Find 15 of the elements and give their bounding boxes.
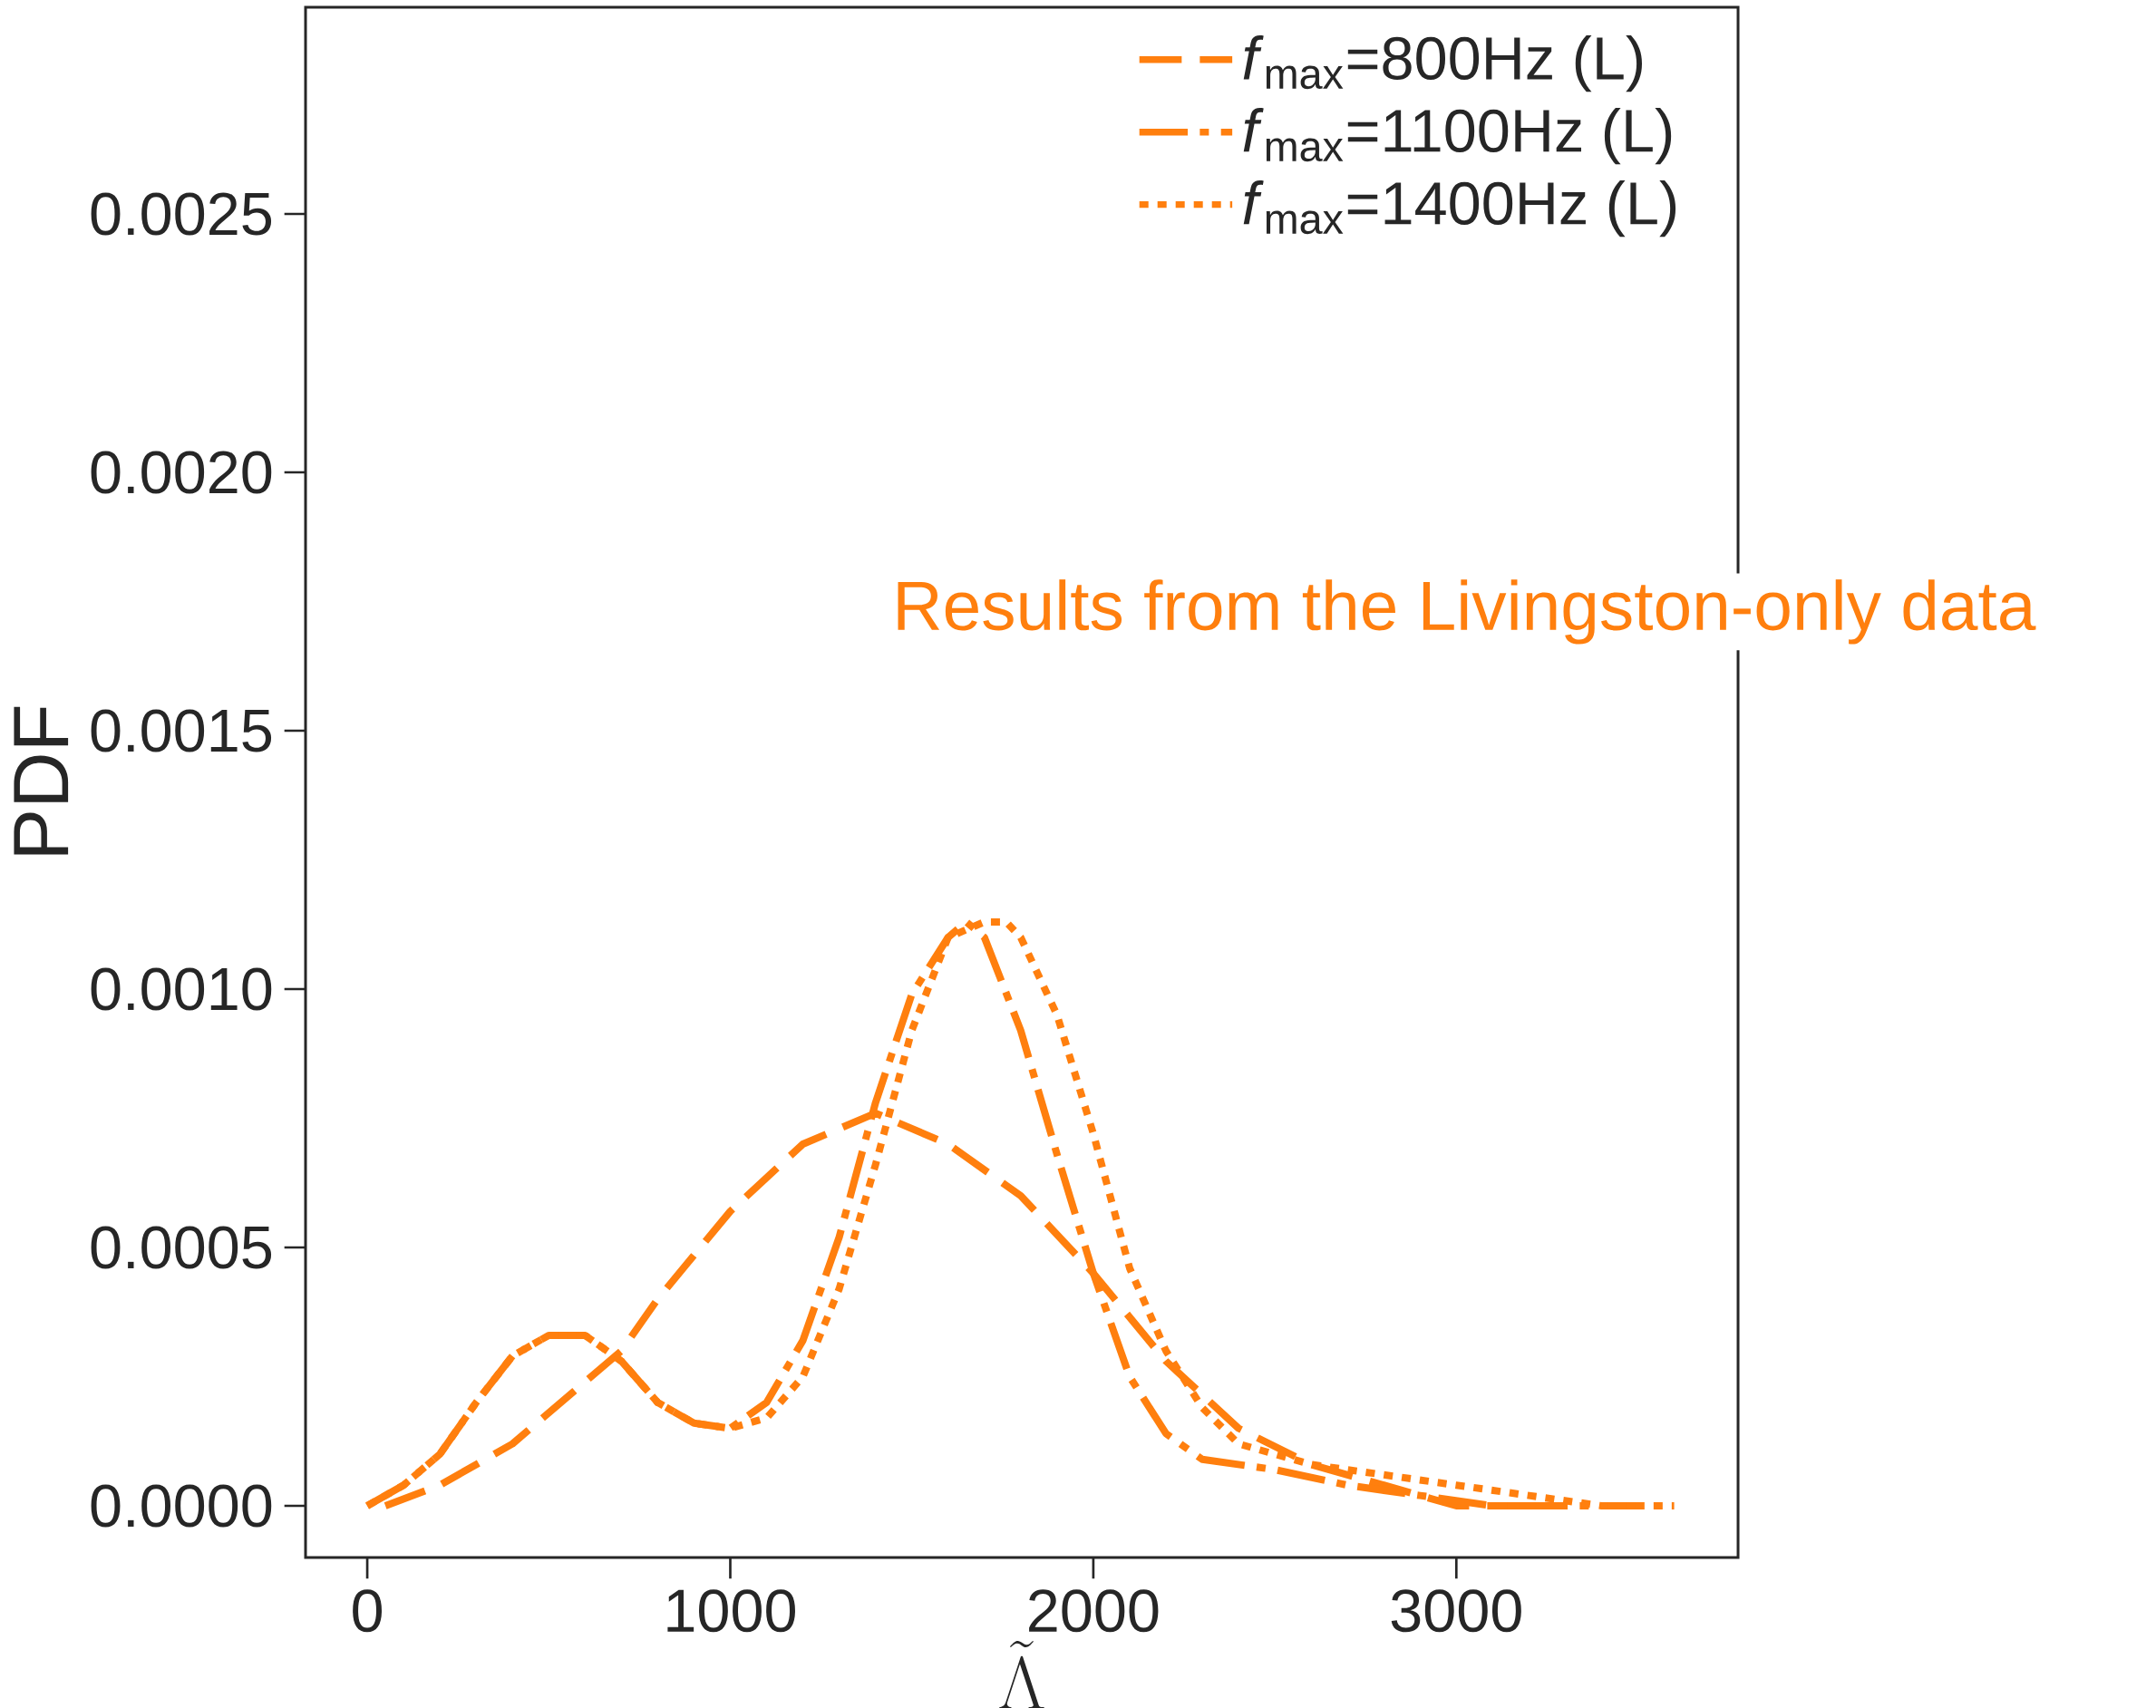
y-tick-label: 0.0010 (91, 967, 272, 1011)
annotation: Results from the Livingston-only data (898, 579, 2036, 645)
y-tick-label: 0.0025 (91, 192, 272, 236)
legend-label: f$_{max}$=1400Hz (L) (1243, 180, 1676, 238)
y-tick-label: 0.0005 (91, 1226, 272, 1269)
x-tick-label: 1000 (667, 1589, 795, 1633)
x-tick-label: 0 (353, 1589, 382, 1633)
y-tick-label: 0.0000 (91, 1484, 272, 1528)
y-axis-title: PDF (14, 706, 69, 855)
y-tick-label: 0.0015 (91, 709, 272, 752)
legend-label: f$_{max}$=800Hz (L) (1243, 35, 1642, 92)
x-tick-label: 3000 (1391, 1589, 1521, 1633)
y-tick-label: 0.0020 (91, 451, 272, 494)
x-tick-label: 2000 (1029, 1589, 1159, 1633)
legend-label: f$_{max}$=1100Hz (L) (1243, 108, 1672, 165)
